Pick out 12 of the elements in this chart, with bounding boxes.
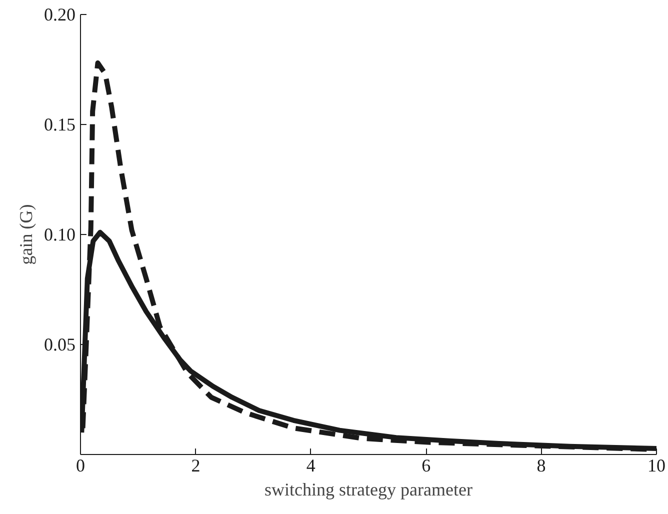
y-tick-label: 0.10 (44, 224, 76, 244)
y-axis-title: gain (G) (16, 204, 36, 265)
x-tick-label: 2 (191, 456, 200, 476)
x-tick-label: 4 (306, 456, 316, 476)
x-tick-label: 10 (648, 456, 666, 476)
x-tick-label: 6 (422, 456, 431, 476)
x-tick-label: 8 (536, 456, 546, 476)
y-tick-label: 0.05 (44, 334, 76, 354)
x-tick-label: 0 (76, 456, 85, 476)
y-tick-label: 0.15 (44, 114, 76, 134)
x-axis-title: switching strategy parameter (264, 480, 472, 500)
y-tick-label: 0.20 (44, 4, 76, 24)
